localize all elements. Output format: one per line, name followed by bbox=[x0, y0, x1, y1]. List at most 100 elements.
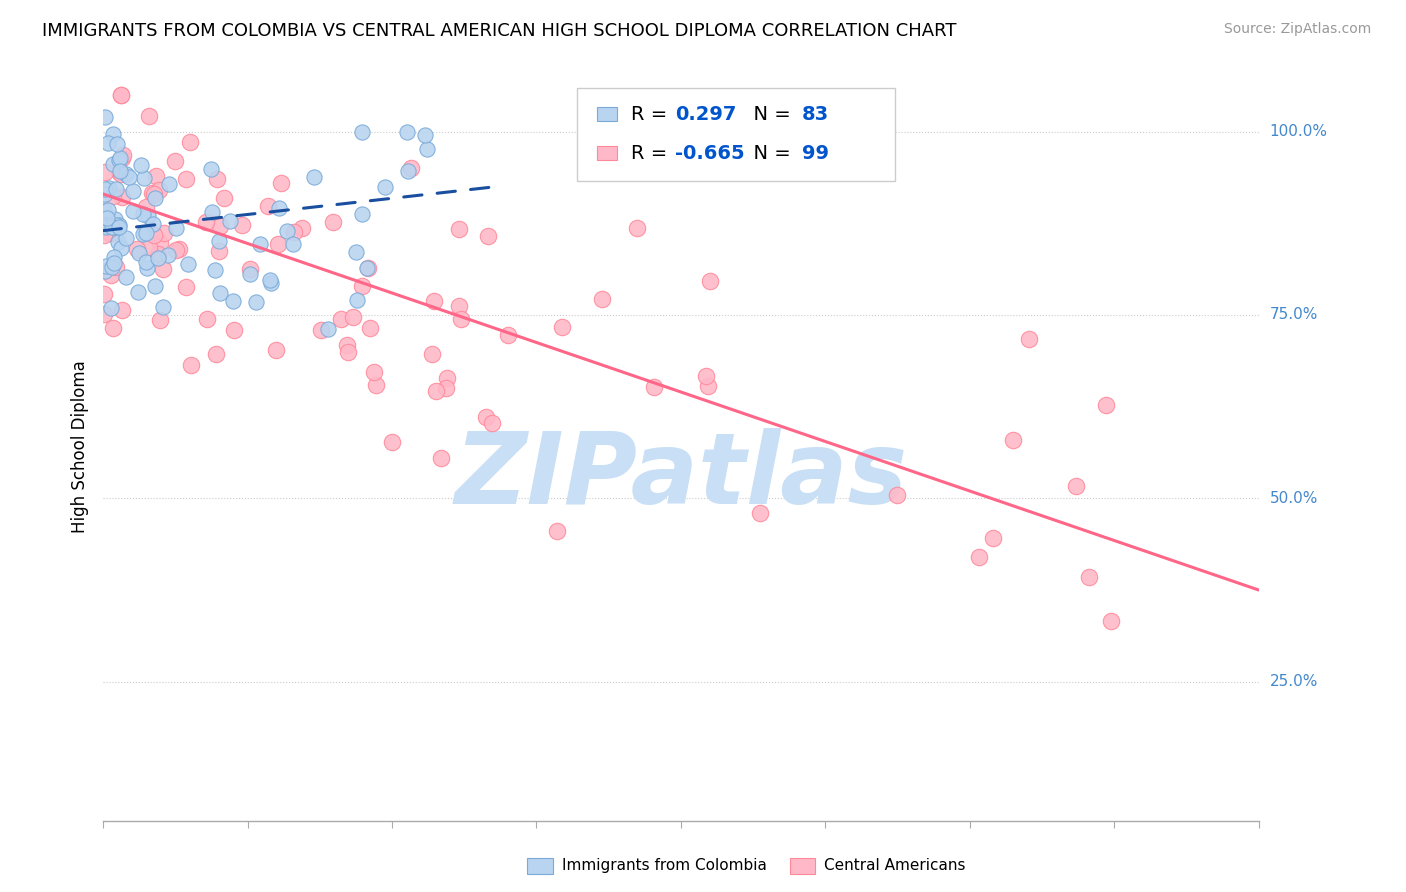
Point bbox=[374, 179, 396, 194]
Point bbox=[101, 189, 124, 203]
Point bbox=[146, 252, 169, 266]
Point bbox=[395, 125, 418, 139]
Point bbox=[231, 218, 253, 232]
Point bbox=[260, 277, 283, 291]
Point bbox=[245, 294, 267, 309]
Point bbox=[477, 228, 499, 243]
Point bbox=[696, 379, 718, 393]
Point bbox=[136, 209, 159, 223]
Point bbox=[157, 177, 180, 191]
Point bbox=[259, 273, 281, 287]
Point bbox=[118, 169, 141, 184]
Point bbox=[344, 244, 367, 259]
Point bbox=[97, 136, 120, 151]
Point bbox=[94, 187, 117, 202]
Point bbox=[204, 263, 226, 277]
Point bbox=[174, 171, 197, 186]
Text: Immigrants from Colombia: Immigrants from Colombia bbox=[562, 858, 768, 872]
Point bbox=[695, 369, 717, 384]
Point bbox=[94, 263, 117, 277]
Point bbox=[163, 154, 186, 169]
Point bbox=[363, 365, 385, 379]
Point bbox=[591, 293, 613, 307]
Point bbox=[356, 261, 378, 276]
Point bbox=[1066, 479, 1088, 493]
Point bbox=[101, 219, 124, 234]
Point bbox=[103, 225, 125, 239]
Point bbox=[447, 221, 470, 235]
Point bbox=[149, 312, 172, 326]
Text: ZIPatlas: ZIPatlas bbox=[454, 428, 907, 525]
Point bbox=[111, 148, 134, 162]
Point bbox=[1018, 333, 1040, 347]
Point bbox=[179, 135, 201, 149]
Point bbox=[145, 278, 167, 293]
Y-axis label: High School Diploma: High School Diploma bbox=[72, 360, 89, 533]
Point bbox=[208, 235, 231, 249]
Point bbox=[208, 285, 231, 300]
Point bbox=[96, 259, 118, 273]
Point bbox=[115, 167, 138, 181]
Point bbox=[350, 125, 373, 139]
Point bbox=[195, 312, 218, 326]
Point bbox=[359, 321, 381, 335]
Point bbox=[94, 220, 117, 235]
Point bbox=[167, 242, 190, 256]
Point bbox=[103, 211, 125, 226]
Text: -0.665: -0.665 bbox=[675, 144, 745, 162]
Point bbox=[205, 172, 228, 186]
Text: R =: R = bbox=[631, 104, 673, 124]
Text: 83: 83 bbox=[803, 104, 830, 124]
Point bbox=[222, 293, 245, 308]
Text: N =: N = bbox=[741, 104, 797, 124]
Point bbox=[1095, 398, 1118, 412]
Point bbox=[111, 151, 134, 165]
Point bbox=[257, 199, 280, 213]
Point bbox=[224, 323, 246, 337]
Point bbox=[886, 488, 908, 502]
Point bbox=[481, 417, 503, 431]
Point bbox=[108, 163, 131, 178]
Point bbox=[97, 203, 120, 218]
Point bbox=[239, 267, 262, 281]
Point bbox=[105, 260, 128, 274]
Point bbox=[157, 248, 180, 262]
Point bbox=[201, 205, 224, 219]
Point bbox=[93, 307, 115, 321]
Point bbox=[111, 303, 134, 318]
Point bbox=[103, 255, 125, 269]
FancyBboxPatch shape bbox=[576, 88, 894, 181]
Point bbox=[93, 287, 115, 301]
Point bbox=[249, 236, 271, 251]
Text: 25.0%: 25.0% bbox=[1270, 674, 1317, 690]
Point bbox=[350, 279, 373, 293]
Point bbox=[276, 224, 298, 238]
Point bbox=[104, 181, 127, 195]
Text: 99: 99 bbox=[803, 144, 830, 162]
Point bbox=[110, 87, 132, 102]
Point bbox=[346, 293, 368, 307]
Point bbox=[496, 328, 519, 343]
Point bbox=[165, 243, 187, 257]
Point bbox=[152, 262, 174, 277]
Point bbox=[430, 451, 453, 466]
Point bbox=[145, 191, 167, 205]
Point bbox=[352, 206, 374, 220]
Point bbox=[128, 245, 150, 260]
Point bbox=[135, 226, 157, 240]
Point bbox=[101, 260, 124, 275]
Point bbox=[143, 187, 166, 202]
Text: 0.297: 0.297 bbox=[675, 104, 737, 124]
Point bbox=[416, 142, 439, 156]
Point bbox=[127, 285, 149, 299]
Point bbox=[450, 312, 472, 326]
Point bbox=[145, 169, 167, 184]
Text: N =: N = bbox=[741, 144, 797, 162]
Point bbox=[336, 345, 359, 359]
Point bbox=[110, 167, 132, 181]
Point bbox=[311, 323, 333, 337]
Point bbox=[218, 214, 240, 228]
Point bbox=[209, 219, 232, 233]
Point bbox=[93, 202, 115, 217]
Point bbox=[366, 377, 388, 392]
